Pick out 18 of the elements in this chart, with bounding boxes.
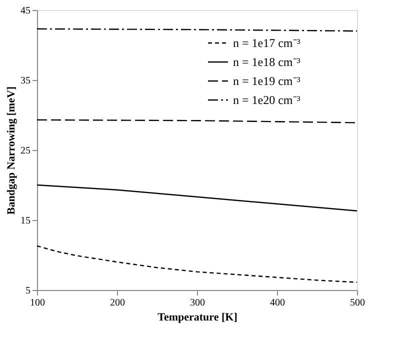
legend-label: n = 1e19 cm⁻³ <box>233 74 301 88</box>
y-tick-label: 35 <box>20 76 30 86</box>
y-axis-title: Bandgap Narrowing [meV] <box>6 86 18 215</box>
x-tick-label: 200 <box>110 298 125 308</box>
line-series <box>36 245 358 283</box>
x-tick-label: 100 <box>30 298 45 308</box>
y-tick-label: 25 <box>20 146 30 156</box>
y-tick-label: 45 <box>20 6 30 16</box>
legend-label: n = 1e20 cm⁻³ <box>233 93 301 107</box>
legend-label: n = 1e18 cm⁻³ <box>233 55 301 69</box>
x-tick-label: 500 <box>350 298 365 308</box>
x-tick-label: 300 <box>190 298 205 308</box>
x-axis-title: Temperature [K] <box>158 312 238 324</box>
x-tick-label: 400 <box>270 298 285 308</box>
y-tick-label: 5 <box>26 286 30 296</box>
line-series <box>36 184 358 212</box>
y-tick-label: 15 <box>20 216 30 226</box>
legend-label: n = 1e17 cm⁻³ <box>233 36 301 50</box>
